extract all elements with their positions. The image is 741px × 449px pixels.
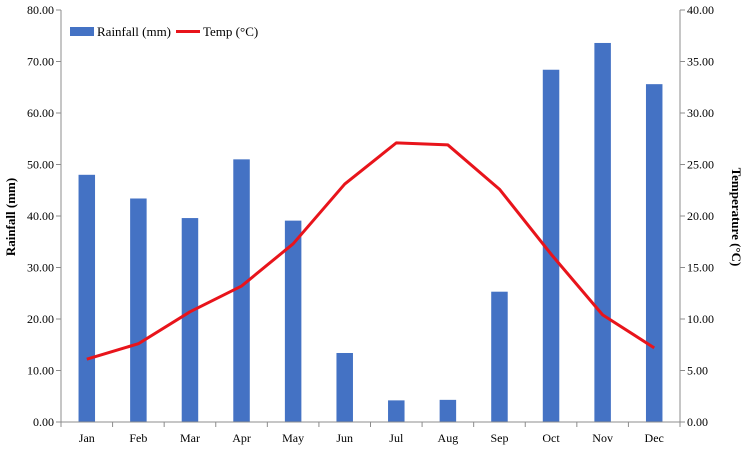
y2-tick-label: 40.00 — [687, 3, 714, 17]
temperature-line — [86, 141, 656, 361]
bar-mar — [181, 218, 199, 422]
tick-labels: 0.00 10.00 20.00 30.00 40.00 50.00 60.00 70.00 8… — [27, 3, 714, 445]
temperature-line-layer — [86, 141, 656, 361]
y-tick-label: 40.00 — [27, 209, 54, 223]
bar-may — [284, 220, 302, 422]
y-tick-label: 30.00 — [27, 261, 54, 275]
bar-jan — [78, 174, 96, 422]
bar-jun — [336, 352, 353, 422]
axes — [56, 9, 685, 427]
rainfall-bars — [78, 42, 663, 423]
bar-oct — [542, 69, 560, 423]
y2-tick-label: 20.00 — [687, 209, 714, 223]
bar-aug — [439, 399, 457, 422]
x-tick-label: Dec — [645, 431, 664, 445]
x-tick-label: Apr — [232, 431, 251, 445]
y-axis-title: Rainfall (mm) — [3, 178, 18, 256]
y2-tick-label: 5.00 — [687, 364, 708, 378]
y2-tick-label: 0.00 — [687, 415, 708, 429]
bar-dec — [645, 84, 663, 422]
legend: Rainfall (mm) Temp (°C) — [70, 24, 258, 39]
legend-temperature-label: Temp (°C) — [203, 24, 258, 39]
x-tick-label: Aug — [438, 431, 459, 445]
y2-tick-label: 25.00 — [687, 158, 714, 172]
x-tick-label: Jan — [79, 431, 95, 445]
bar-sep — [491, 291, 508, 422]
x-tick-label: Oct — [542, 431, 560, 445]
x-tick-label: Sep — [490, 431, 508, 445]
y2-axis-title: Temperature (°C) — [729, 168, 741, 267]
y-tick-label: 50.00 — [27, 158, 54, 172]
x-tick-label: Nov — [592, 431, 613, 445]
x-tick-label: Mar — [180, 431, 200, 445]
bar-jul — [388, 400, 405, 422]
bar-apr — [233, 159, 250, 422]
y-tick-label: 0.00 — [33, 415, 54, 429]
legend-rainfall-swatch — [70, 27, 94, 36]
x-tick-label: Jul — [389, 431, 404, 445]
y-tick-label: 60.00 — [27, 106, 54, 120]
y2-tick-label: 15.00 — [687, 261, 714, 275]
y-tick-label: 70.00 — [27, 55, 54, 69]
y-tick-label: 10.00 — [27, 364, 54, 378]
y2-tick-label: 35.00 — [687, 55, 714, 69]
y-tick-label: 20.00 — [27, 312, 54, 326]
x-tick-label: Feb — [129, 431, 147, 445]
bar-feb — [130, 198, 147, 422]
x-tick-label: May — [282, 431, 304, 445]
legend-rainfall-label: Rainfall (mm) — [97, 24, 171, 39]
bar-nov — [594, 42, 611, 423]
y-tick-label: 80.00 — [27, 3, 54, 17]
y2-tick-label: 30.00 — [687, 106, 714, 120]
y2-tick-label: 10.00 — [687, 312, 714, 326]
x-tick-label: Jun — [336, 431, 353, 445]
